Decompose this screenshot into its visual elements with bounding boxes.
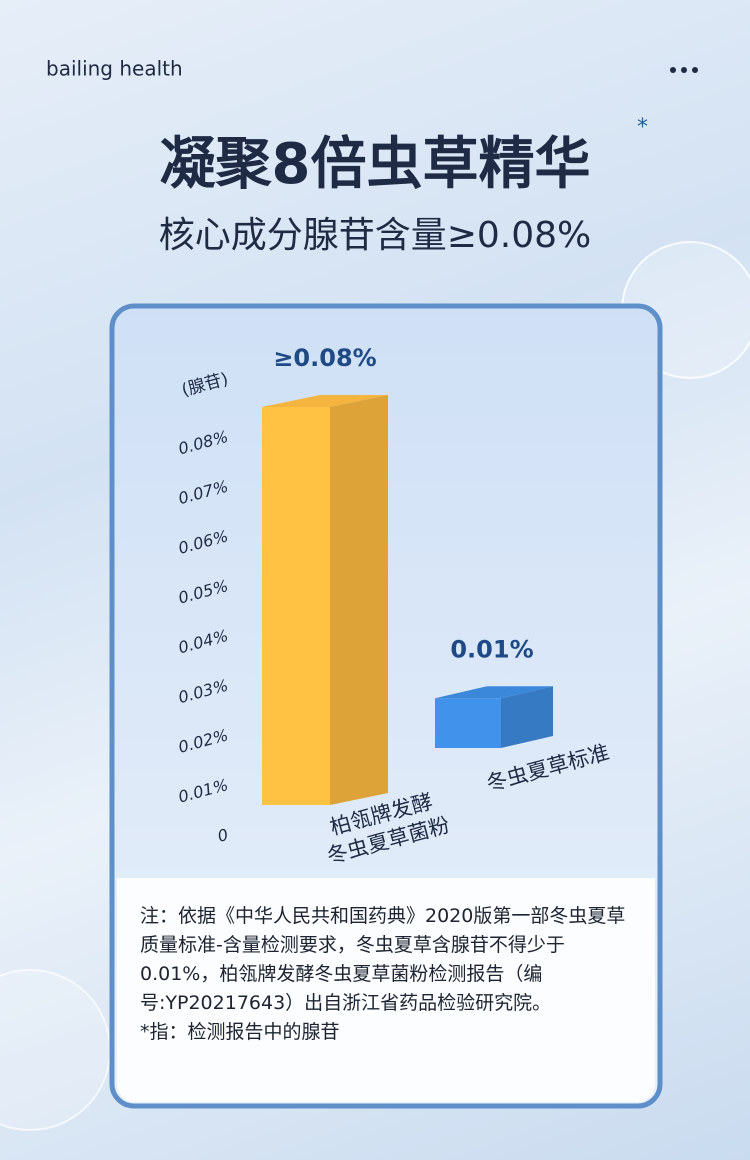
y-tick-label: 0 [215,825,230,846]
value-label: 0.01% [450,635,533,663]
bar-top [262,395,388,407]
bar-front [435,698,501,748]
chart-title: 凝聚8倍虫草精华 [160,132,591,197]
bar-side [501,686,553,748]
title-mark: * [637,115,648,140]
bar-side [330,395,388,805]
bubble [0,969,111,1131]
brand: bailing health [46,57,183,81]
bar-front [262,407,330,805]
bar-top [435,686,553,699]
note-line: 注：依据《中华人民共和国药典》2020版第一部冬虫夏草质量标准-含量检测要求，冬… [140,905,626,1014]
menu-icon[interactable] [670,67,698,73]
subtitle: 核心成分腺苷含量≥0.08% [159,215,592,256]
note: 注：依据《中华人民共和国药典》2020版第一部冬虫夏草质量标准-含量检测要求，冬… [140,902,640,1047]
value-label: ≥0.08% [273,344,376,372]
bar [262,395,388,805]
note-line: *指：检测报告中的腺苷 [140,1021,340,1043]
note-panel [117,878,655,1102]
bar [435,686,553,748]
